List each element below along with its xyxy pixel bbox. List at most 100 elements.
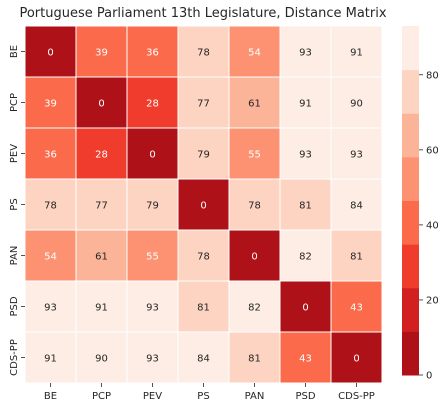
cell-value-label: 39 [95,48,108,59]
heatmap-cell [24,229,77,282]
colorbar-tick-label: 0 [426,371,432,382]
cell-value-label: 90 [95,354,108,365]
heatmap-cell [126,331,179,384]
heatmap-cell [330,127,383,180]
colorbar-segment [402,200,419,245]
heatmap-cell [330,280,383,333]
colorbar-segment [402,26,419,71]
cell-value-label: 79 [197,150,210,161]
heatmap-cell [24,178,77,231]
heatmap-cell [24,25,77,78]
cell-value-label: 39 [44,99,57,110]
heatmap-cell [330,178,383,231]
cell-value-label: 78 [248,201,261,212]
heatmap-cell [330,331,383,384]
cell-value-label: 91 [350,48,363,59]
colorbar-segment [402,244,419,289]
cell-value-label: 93 [350,150,363,161]
heatmap-cell [228,280,281,333]
colorbar: 0 20 40 60 80 [402,26,439,382]
heatmap-cell [228,76,281,129]
heatmap-cell [279,331,332,384]
cell-value-label: 0 [353,354,359,365]
cell-value-label: 78 [197,252,210,263]
heatmap-cell [279,25,332,78]
colorbar-segment [402,156,419,201]
cell-value-label: 90 [350,99,363,110]
heatmap-cell [177,331,230,384]
cell-value-label: 93 [299,48,312,59]
cell-value-label: 93 [146,303,159,314]
cell-value-label: 0 [149,150,155,161]
cell-value-label: 28 [146,99,159,110]
chart-title: Portuguese Parliament 13th Legislature, … [19,6,386,21]
heatmap-cell [177,280,230,333]
y-tick-label: PS [9,198,20,210]
heatmap-cell [75,25,128,78]
cell-value-label: 79 [146,201,159,212]
cell-value-label: 28 [95,150,108,161]
y-tick-label: BE [9,45,20,58]
heatmap-cell [75,127,128,180]
x-tick-label: CDS-PP [338,391,375,402]
heatmap-cell [177,127,230,180]
cell-value-label: 0 [302,303,308,314]
cell-value-label: 82 [248,303,261,314]
heatmap-cell [279,178,332,231]
cell-value-label: 91 [299,99,312,110]
cell-value-label: 81 [350,252,363,263]
cell-value-label: 0 [251,252,257,263]
heatmap-cell [126,229,179,282]
cell-value-label: 78 [44,201,57,212]
heatmap-cell [330,76,383,129]
x-tick-label: PSD [295,391,315,402]
cell-value-label: 77 [197,99,210,110]
cell-value-label: 77 [95,201,108,212]
cell-value-label: 36 [44,150,57,161]
x-axis: BE PCP PEV PS PAN PSD CDS-PP [44,383,375,402]
cell-value-label: 81 [248,354,261,365]
colorbar-tick-label: 20 [426,295,439,306]
cell-value-label: 84 [350,201,363,212]
heatmap-cell [279,127,332,180]
heatmap-cell [228,127,281,180]
colorbar-tick-label: 60 [426,145,439,156]
x-tick-label: BE [44,391,57,402]
cell-value-label: 61 [95,252,108,263]
x-tick-label: PEV [143,391,162,402]
colorbar-segment [402,287,419,332]
heatmap-cell [24,331,77,384]
x-tick-label: PCP [92,391,111,402]
heatmap-cell [24,280,77,333]
cell-value-label: 54 [248,48,261,59]
heatmap-cell [75,280,128,333]
cell-value-label: 91 [95,303,108,314]
y-tick-label: CDS-PP [9,339,20,376]
cell-value-label: 36 [146,48,159,59]
cell-value-label: 81 [299,201,312,212]
cell-value-label: 93 [44,303,57,314]
y-tick-label: PEV [9,144,20,163]
cell-value-label: 61 [248,99,261,110]
colorbar-tick-label: 40 [426,220,439,231]
cell-value-label: 0 [47,48,53,59]
cell-value-label: 84 [197,354,210,365]
y-tick-label: PSD [9,296,20,316]
cell-value-label: 55 [146,252,159,263]
cell-value-label: 54 [44,252,57,263]
colorbar-segment [402,69,419,114]
heatmap-cell [126,25,179,78]
colorbar-segment [402,113,419,158]
cell-value-label: 0 [98,99,104,110]
cell-value-label: 43 [299,354,312,365]
x-tick-label: PAN [245,391,265,402]
heatmap-cell [126,76,179,129]
cell-value-label: 0 [200,201,206,212]
heatmap-cells: 0 39 36 78 54 93 91 39 0 28 77 61 91 90 36 28 0 79 55 93 93 7… [24,25,383,384]
heatmap-cell [126,127,179,180]
cell-value-label: 93 [146,354,159,365]
colorbar-tick-label: 80 [426,70,439,81]
heatmap-cell [228,331,281,384]
heatmap-cell [75,178,128,231]
